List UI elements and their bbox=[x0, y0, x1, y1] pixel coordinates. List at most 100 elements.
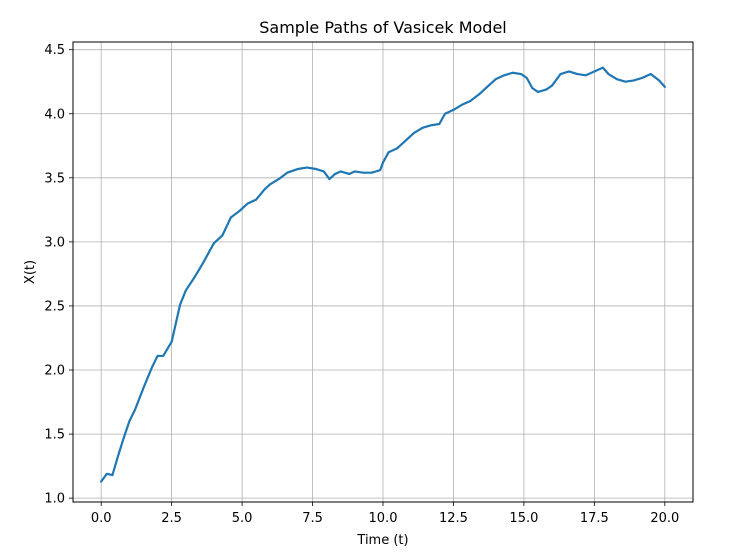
data-point bbox=[156, 355, 159, 357]
data-point bbox=[404, 139, 407, 142]
series-layer bbox=[100, 66, 666, 483]
data-point bbox=[607, 73, 610, 75]
y-tick-label: 2.5 bbox=[44, 299, 65, 314]
data-point bbox=[162, 355, 165, 357]
data-point bbox=[663, 85, 666, 88]
x-tick-label: 15.0 bbox=[509, 511, 538, 526]
data-point bbox=[229, 216, 232, 219]
data-point bbox=[396, 147, 398, 150]
x-axis-label: Time (t) bbox=[356, 533, 408, 548]
data-point bbox=[142, 387, 145, 389]
data-point bbox=[593, 70, 596, 73]
y-axis-ticks: 1.0 1.5 2.0 2.5 3.0 3.5 4.0 4.5 bbox=[44, 43, 73, 507]
data-point bbox=[576, 73, 579, 75]
data-point bbox=[370, 171, 373, 174]
data-point bbox=[525, 76, 528, 79]
data-point bbox=[469, 100, 472, 102]
data-point bbox=[568, 70, 570, 73]
data-point bbox=[221, 234, 224, 237]
data-point bbox=[286, 171, 289, 174]
data-point bbox=[632, 79, 635, 82]
data-point bbox=[297, 167, 300, 170]
data-point bbox=[477, 93, 480, 96]
y-tick-label: 1.0 bbox=[44, 492, 65, 507]
data-point bbox=[511, 71, 514, 74]
data-point bbox=[430, 124, 432, 127]
data-point bbox=[151, 366, 153, 369]
data-point bbox=[328, 178, 331, 181]
data-point bbox=[379, 169, 382, 172]
data-point bbox=[461, 103, 463, 106]
data-point bbox=[246, 202, 249, 205]
data-point bbox=[421, 126, 424, 129]
y-axis-label: X(t) bbox=[23, 260, 38, 284]
data-point bbox=[382, 161, 384, 164]
data-point bbox=[334, 173, 336, 175]
data-point bbox=[531, 87, 534, 90]
data-point bbox=[641, 76, 644, 79]
data-point bbox=[179, 303, 181, 306]
data-point bbox=[551, 84, 553, 87]
data-point bbox=[255, 198, 258, 201]
y-tick-label: 3.5 bbox=[44, 171, 65, 186]
x-tick-label: 0.0 bbox=[91, 511, 112, 526]
data-point bbox=[624, 80, 627, 83]
data-point bbox=[658, 79, 661, 82]
data-point bbox=[134, 408, 136, 411]
data-point bbox=[117, 454, 119, 457]
data-point bbox=[438, 123, 441, 125]
y-tick-label: 2.0 bbox=[44, 364, 65, 379]
y-tick-label: 4.0 bbox=[44, 107, 65, 122]
chart-title: Sample Paths of Vasicek Model bbox=[259, 18, 506, 37]
data-point bbox=[238, 210, 241, 213]
y-tick-label: 3.0 bbox=[44, 235, 65, 250]
data-point bbox=[585, 74, 587, 77]
data-point bbox=[452, 109, 455, 111]
data-point bbox=[520, 73, 522, 75]
x-tick-label: 5.0 bbox=[232, 511, 253, 526]
data-point bbox=[170, 340, 173, 343]
x-tick-label: 17.5 bbox=[580, 511, 609, 526]
data-point bbox=[184, 289, 187, 292]
x-tick-label: 20.0 bbox=[650, 511, 679, 526]
data-point bbox=[269, 183, 272, 186]
y-tick-label: 4.5 bbox=[44, 43, 65, 58]
y-tick-label: 1.5 bbox=[44, 428, 65, 443]
data-point bbox=[105, 472, 108, 475]
data-point bbox=[111, 474, 114, 476]
data-point bbox=[503, 74, 506, 77]
data-point bbox=[353, 170, 356, 173]
data-point bbox=[537, 91, 539, 93]
data-point bbox=[277, 178, 280, 181]
data-point bbox=[201, 262, 204, 265]
data-point bbox=[100, 480, 103, 483]
data-point bbox=[601, 66, 604, 69]
data-point bbox=[444, 112, 446, 115]
data-point bbox=[263, 188, 266, 191]
data-point bbox=[413, 132, 415, 134]
data-point bbox=[486, 85, 489, 88]
data-point bbox=[362, 171, 365, 174]
grid bbox=[73, 42, 693, 502]
data-point bbox=[387, 151, 390, 154]
x-tick-label: 10.0 bbox=[369, 511, 398, 526]
data-point bbox=[306, 166, 308, 169]
data-point bbox=[616, 78, 618, 81]
data-point bbox=[128, 420, 131, 423]
x-axis-ticks: 0.0 2.5 5.0 7.5 10.0 12.5 15.0 17.5 20.0 bbox=[91, 502, 679, 526]
data-point bbox=[213, 242, 215, 245]
series-line-0 bbox=[100, 66, 666, 483]
data-point bbox=[545, 88, 548, 91]
data-point bbox=[322, 170, 325, 173]
data-point bbox=[649, 73, 652, 75]
data-point bbox=[494, 78, 497, 81]
data-point bbox=[339, 170, 342, 173]
data-point bbox=[348, 173, 351, 175]
x-tick-label: 12.5 bbox=[439, 511, 468, 526]
data-point bbox=[241, 207, 243, 210]
data-point bbox=[559, 73, 562, 75]
data-point bbox=[314, 167, 317, 170]
data-point bbox=[193, 276, 196, 279]
